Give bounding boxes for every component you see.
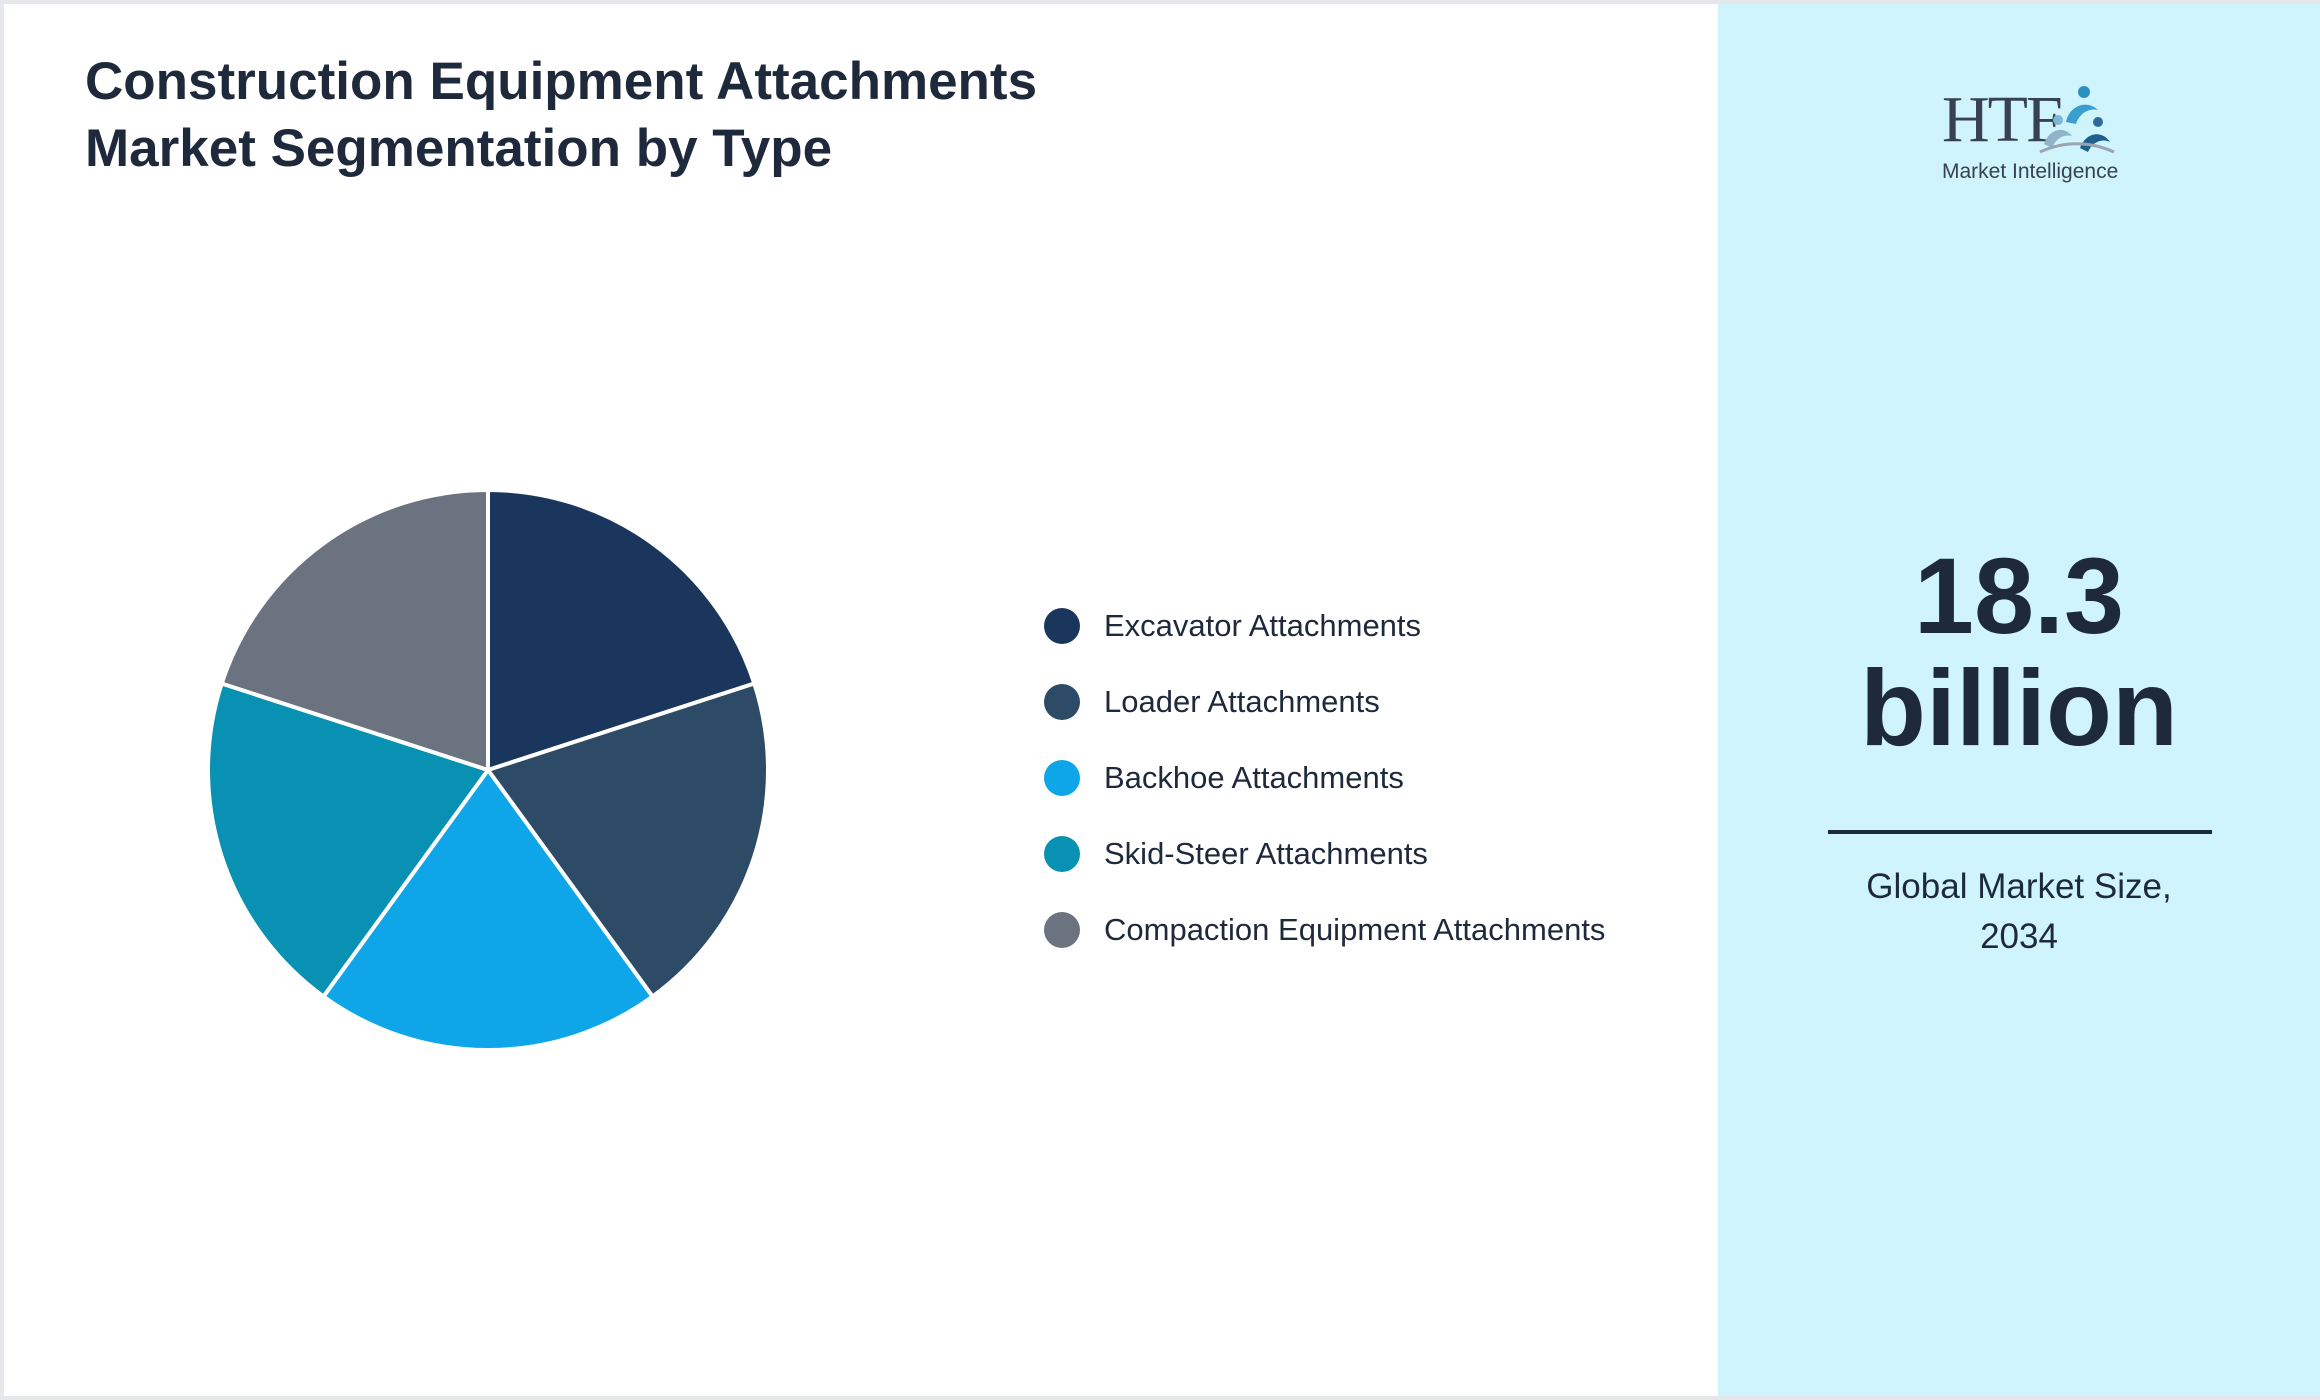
logo-brand-text: HTF: [1942, 83, 2063, 156]
legend-label: Backhoe Attachments: [1104, 760, 1404, 795]
legend-item: Backhoe Attachments: [1044, 740, 1605, 816]
legend-label: Skid-Steer Attachments: [1104, 836, 1428, 871]
caption-line-1: Global Market Size,: [1866, 867, 2172, 906]
pie-slice-excavator-attachments: [486, 487, 757, 773]
legend-swatch: [1044, 684, 1080, 720]
market-size-panel: HTF Market Intelligence 18.3 billion Glo…: [1718, 4, 2320, 1396]
legend-item: Loader Attachments: [1044, 664, 1605, 740]
chart-title: Construction Equipment Attachments Marke…: [85, 52, 1038, 178]
legend-item: Compaction Equipment Attachments: [1044, 892, 1605, 968]
market-size-number: 18.3: [1913, 535, 2125, 656]
market-size-value: 18.3 billion: [1718, 540, 2320, 764]
chart-panel: Construction Equipment Attachments Marke…: [4, 4, 1718, 1396]
htf-logo: HTF Market Intelligence: [1928, 76, 2128, 196]
legend-swatch: [1044, 836, 1080, 872]
legend-label: Loader Attachments: [1104, 684, 1380, 719]
pie-slice-skid-steer-attachments: [206, 680, 492, 1000]
legend-label: Excavator Attachments: [1104, 608, 1422, 643]
divider-line: [1828, 830, 2212, 834]
logo-figures-icon: [2039, 86, 2115, 154]
legend-swatch: [1044, 608, 1080, 644]
legend-item: Skid-Steer Attachments: [1044, 816, 1605, 892]
legend-swatch: [1044, 912, 1080, 948]
market-size-caption: Global Market Size, 2034: [1718, 862, 2320, 962]
pie-slice-backhoe-attachments: [320, 766, 656, 1052]
legend-swatch: [1044, 760, 1080, 796]
legend-label: Compaction Equipment Attachments: [1104, 912, 1606, 947]
pie-slice-compaction-equipment-attachments: [219, 487, 490, 773]
legend-item: Excavator Attachments: [1044, 588, 1605, 664]
chart-legend: Excavator Attachments Loader Attachments B…: [1044, 588, 1605, 968]
pie-chart: [206, 487, 770, 1052]
pie-slice-loader-attachments: [484, 680, 770, 1000]
market-size-unit: billion: [1860, 647, 2178, 768]
logo-tagline: Market Intelligence: [1942, 160, 2119, 183]
caption-line-2: 2034: [1980, 917, 2058, 956]
